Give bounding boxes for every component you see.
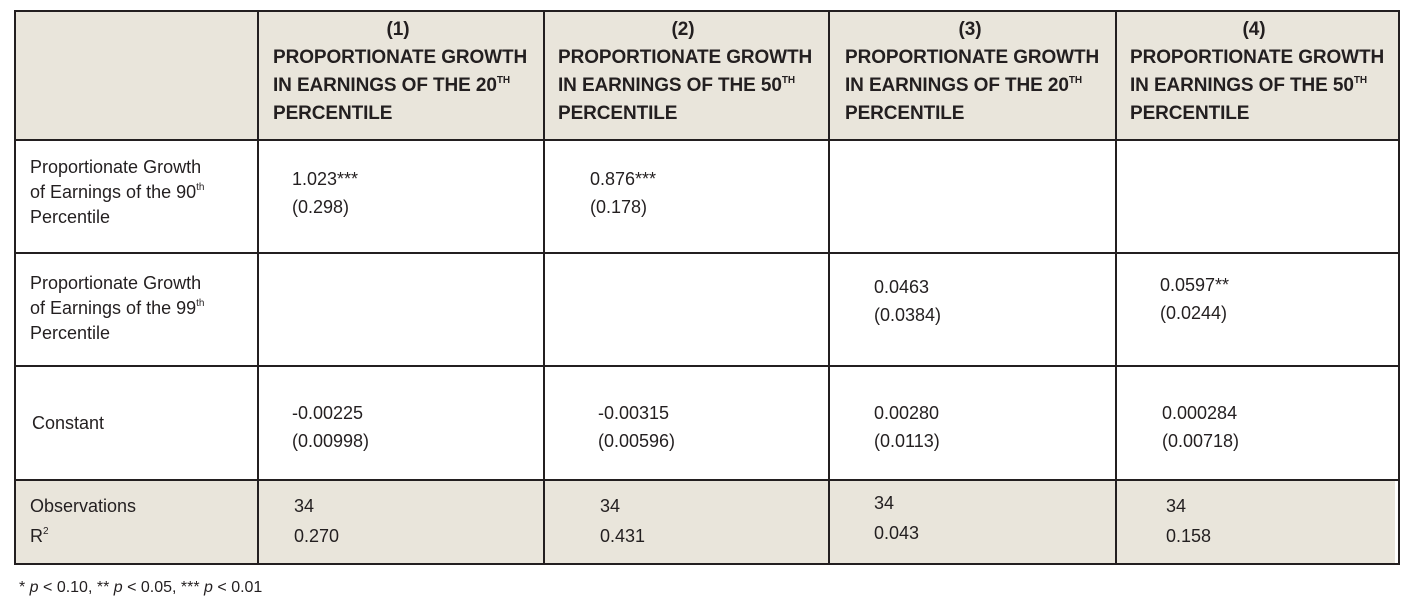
col-rule-3 bbox=[828, 10, 830, 565]
significance-footnote: * p < 0.10, ** p < 0.05, *** p < 0.01 bbox=[19, 579, 263, 596]
col-rule-1 bbox=[257, 10, 259, 565]
column-number: (1) bbox=[386, 19, 410, 40]
observations-value: 34 bbox=[600, 496, 621, 516]
column-title: PROPORTIONATE GROWTH IN EARNINGS OF THE … bbox=[273, 47, 528, 124]
column-header-4: (4) PROPORTIONATE GROWTH IN EARNINGS OF … bbox=[1130, 16, 1394, 136]
cell-r2-c4: 0.0597** (0.0244) bbox=[1160, 275, 1230, 323]
header-band bbox=[16, 12, 1398, 139]
observations-value: 34 bbox=[874, 493, 895, 513]
r-squared-label: R2 bbox=[30, 526, 49, 546]
column-number: (3) bbox=[958, 19, 982, 40]
observations-label: Observations bbox=[30, 496, 137, 516]
column-header-2: (2) PROPORTIONATE GROWTH IN EARNINGS OF … bbox=[558, 16, 824, 136]
col-rule-4 bbox=[1115, 10, 1117, 565]
stats-col-4: 34 0.158 bbox=[1166, 491, 1390, 553]
col-rule-2 bbox=[543, 10, 545, 565]
column-number: (4) bbox=[1242, 19, 1266, 40]
observations-value: 34 bbox=[294, 496, 315, 516]
column-header-3: (3) PROPORTIONATE GROWTH IN EARNINGS OF … bbox=[845, 16, 1111, 136]
stats-band bbox=[16, 481, 1395, 563]
r-squared-value: 0.158 bbox=[1166, 526, 1212, 546]
r-squared-value: 0.043 bbox=[874, 523, 920, 543]
column-number: (2) bbox=[671, 19, 695, 40]
stats-col-2: 34 0.431 bbox=[600, 491, 822, 553]
row-rule-1 bbox=[14, 252, 1400, 254]
row-label-99th: Proportionate Growth of Earnings of the … bbox=[30, 273, 205, 343]
cell-r2-c1 bbox=[292, 273, 532, 333]
row-label-constant: Constant bbox=[32, 413, 105, 433]
cell-r2-c2 bbox=[590, 273, 820, 333]
cell-r1-c4 bbox=[1160, 165, 1390, 225]
cell-r3-c4: 0.000284 (0.00718) bbox=[1162, 403, 1240, 451]
column-title: PROPORTIONATE GROWTH IN EARNINGS OF THE … bbox=[1130, 47, 1385, 124]
observations-value: 34 bbox=[1166, 496, 1187, 516]
cell-r3-c1: -0.00225 (0.00998) bbox=[292, 403, 370, 451]
column-header-1: (1) PROPORTIONATE GROWTH IN EARNINGS OF … bbox=[273, 16, 539, 136]
column-title: PROPORTIONATE GROWTH IN EARNINGS OF THE … bbox=[845, 47, 1100, 124]
cell-r1-c2: 0.876*** (0.178) bbox=[590, 169, 657, 217]
row-rule-3 bbox=[14, 479, 1400, 481]
stats-col-3: 34 0.043 bbox=[874, 488, 1104, 550]
row-label-90th: Proportionate Growth of Earnings of the … bbox=[30, 157, 205, 227]
stats-labels: Observations R2 bbox=[30, 491, 252, 553]
cell-r2-c3: 0.0463 (0.0384) bbox=[874, 277, 942, 325]
column-title: PROPORTIONATE GROWTH IN EARNINGS OF THE … bbox=[558, 47, 813, 124]
stats-col-1: 34 0.270 bbox=[294, 491, 534, 553]
r-squared-value: 0.431 bbox=[600, 526, 646, 546]
r-squared-value: 0.270 bbox=[294, 526, 340, 546]
cell-r1-c1: 1.023*** (0.298) bbox=[292, 169, 359, 217]
header-rule bbox=[14, 139, 1400, 141]
cell-r3-c2: -0.00315 (0.00596) bbox=[598, 403, 676, 451]
cell-r1-c3 bbox=[874, 165, 1104, 225]
row-rule-2 bbox=[14, 365, 1400, 367]
cell-r3-c3: 0.00280 (0.0113) bbox=[874, 403, 940, 451]
